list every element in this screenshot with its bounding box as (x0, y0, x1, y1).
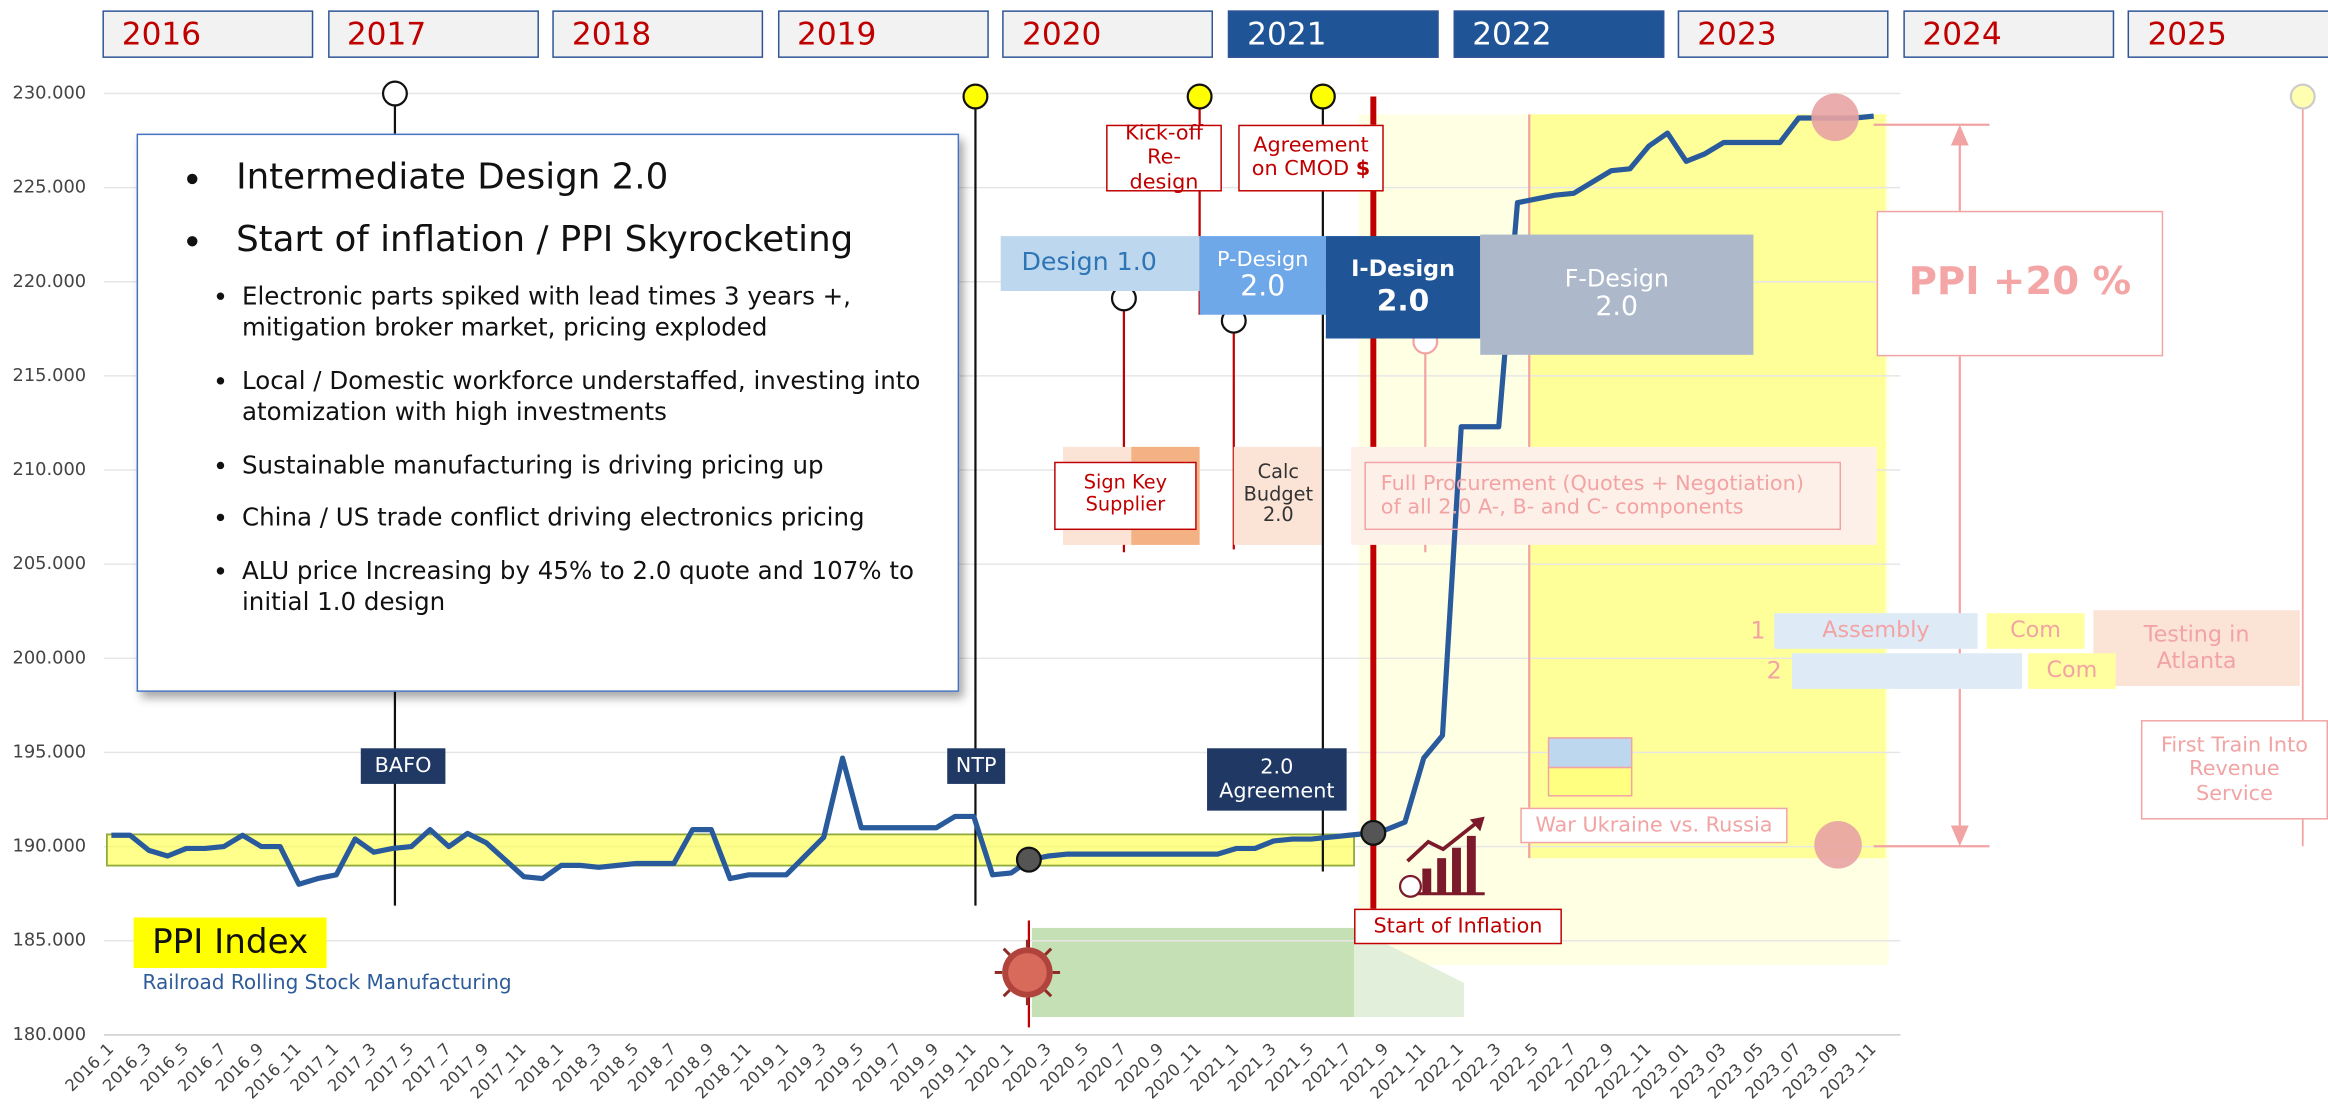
track-number: 2 (1766, 655, 1782, 685)
milestone-label: 2.0 Agreement (1207, 748, 1347, 811)
event-text: Agreement on CMOD (1251, 133, 1369, 182)
phase-version: 2.0 (1240, 269, 1286, 303)
event-label: First Train Into Revenue Service (2140, 720, 2328, 820)
callout-point: Local / Domestic workforce understaffed,… (242, 365, 928, 429)
event-mark: $ (1355, 157, 1371, 182)
y-tick-label: 225.000 (13, 177, 87, 198)
chart-subtitle: Railroad Rolling Stock Manufacturing (142, 971, 512, 996)
event-label: Sign Key Supplier (1054, 461, 1197, 531)
range-dot (1811, 93, 1859, 142)
track: Testing in Atlanta (2093, 610, 2300, 686)
track: Assembly (1774, 613, 1978, 649)
y-tick-label: 215.000 (13, 365, 87, 386)
y-tick-label: 195.000 (13, 741, 87, 762)
baseline-band (106, 833, 1355, 867)
callout: Intermediate Design 2.0 Start of inflati… (136, 133, 960, 692)
pin (962, 83, 989, 110)
y-tick-label: 200.000 (13, 647, 87, 668)
series-line (111, 113, 1874, 887)
milestone-label: NTP (947, 748, 1006, 784)
phase-version: 2.0 (1376, 281, 1430, 318)
pin (1309, 83, 1336, 110)
year-label: 2016 (102, 10, 314, 58)
callout-heading: Start of inflation / PPI Skyrocketing (218, 218, 928, 260)
phase-bg (1351, 446, 1877, 545)
y-tick-label: 210.000 (13, 459, 87, 480)
y-tick-label: 230.000 (13, 83, 87, 104)
covid-icon (994, 939, 1061, 1006)
y-tick-label: 190.000 (13, 836, 87, 857)
year-label: 2021 (1227, 10, 1439, 58)
pin (1186, 83, 1213, 110)
y-tick-label: 220.000 (13, 271, 87, 292)
flag-top (1547, 737, 1633, 769)
year-label: 2017 (327, 10, 539, 58)
y-tick-label: 185.000 (13, 930, 87, 951)
event-label: Kick-off Re-design (1106, 122, 1222, 194)
covid-zone (1031, 927, 1355, 1018)
phase: I-Design 2.0 (1325, 236, 1481, 339)
year-label: 2023 (1677, 10, 1889, 58)
year-label: 2024 (1903, 10, 2114, 58)
track: Com (1986, 613, 2085, 649)
callout-points: Electronic parts spiked with lead times … (159, 281, 928, 619)
pin (2289, 83, 2316, 110)
milestone-label: BAFO (360, 748, 446, 784)
event-label: Agreement on CMOD $ (1238, 124, 1384, 192)
event-dot (1015, 846, 1042, 873)
inflation-icon (1398, 816, 1485, 898)
phase: F-Design 2.0 (1480, 234, 1754, 355)
flag-bottom (1547, 766, 1633, 797)
phase-bg (1233, 446, 1322, 545)
callout-point: China / US trade conflict driving electr… (242, 502, 928, 534)
phase: Design 1.0 (1000, 236, 1200, 291)
track: Com (2028, 653, 2116, 689)
phase-name: I-Design (1351, 255, 1455, 283)
year-label: 2019 (777, 10, 989, 58)
callout-main: Intermediate Design 2.0 Start of inflati… (159, 156, 928, 260)
year-label: 2018 (552, 10, 764, 58)
callout-point: Sustainable manufacturing is driving pri… (242, 449, 928, 481)
track-number: 1 (1750, 615, 1766, 645)
year-label: 2022 (1452, 10, 1664, 58)
callout-point: ALU price Increasing by 45% to 2.0 quote… (242, 555, 928, 619)
legend-entry: PPI Index (133, 917, 327, 969)
range-dot (1814, 821, 1862, 869)
phase-name: P-Design (1217, 247, 1309, 272)
y-tick-label: 180.000 (13, 1024, 87, 1045)
phase-name: F-Design (1564, 264, 1669, 293)
year-label: 2025 (2128, 10, 2328, 58)
pin (381, 80, 408, 107)
arrow-head (1950, 825, 1969, 847)
event-label: Calc Budget 2.0 (1243, 461, 1314, 528)
callout-heading: Intermediate Design 2.0 (218, 156, 928, 198)
ppi-change: PPI +20 % (1876, 210, 2164, 357)
event-label: Full Procurement (Quotes + Negotiation) … (1364, 461, 1842, 531)
arrow-head (1950, 124, 1969, 146)
event-label: Start of Inflation (1354, 908, 1562, 945)
phase-version: 2.0 (1595, 291, 1639, 323)
covid-tail (1354, 927, 1464, 1018)
year-label: 2020 (1002, 10, 1214, 58)
track (1792, 653, 2023, 689)
event-label: War Ukraine vs. Russia (1520, 807, 1788, 844)
y-tick-label: 205.000 (13, 553, 87, 574)
event-dot (1360, 819, 1387, 846)
phase: P-Design 2.0 (1199, 236, 1326, 315)
callout-point: Electronic parts spiked with lead times … (242, 281, 928, 345)
